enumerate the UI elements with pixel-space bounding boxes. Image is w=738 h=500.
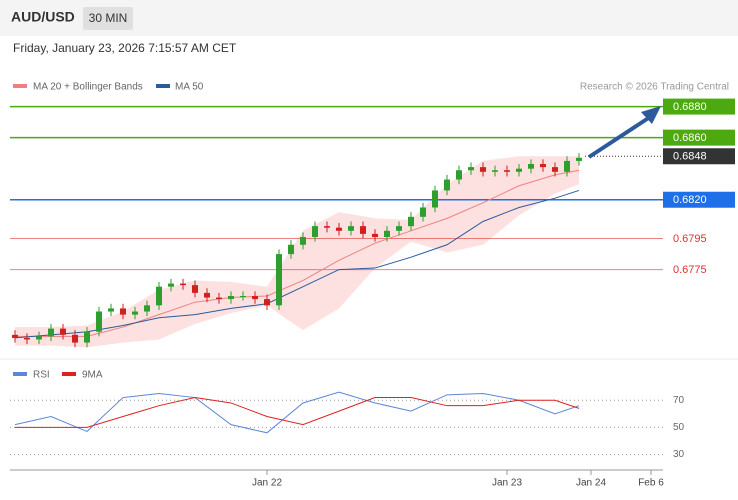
candle-body	[576, 157, 582, 161]
candle-body	[72, 334, 78, 343]
candle-body	[288, 244, 294, 255]
legend-label: MA 20 + Bollinger Bands	[33, 82, 143, 93]
candle-body	[444, 179, 450, 191]
candle-body	[336, 227, 342, 231]
candle-body	[36, 336, 42, 340]
candle-body	[240, 296, 246, 297]
candle-body	[228, 296, 234, 300]
candle-body	[324, 226, 330, 228]
legend-swatch	[62, 372, 76, 376]
candle-body	[12, 334, 18, 338]
candle-body	[312, 226, 318, 237]
candle-body	[132, 311, 138, 315]
candle-body	[60, 328, 66, 335]
candle-body	[216, 297, 222, 300]
candle-body	[192, 285, 198, 293]
candle-body	[48, 328, 54, 337]
candle-body	[204, 292, 210, 298]
legend-label: RSI	[33, 370, 50, 381]
credit: Research © 2026 Trading Central	[580, 82, 729, 93]
forecast-arrow	[587, 115, 652, 159]
x-tick-label: Feb 6	[638, 478, 664, 489]
candle-body	[504, 170, 510, 172]
timeframe-box[interactable]	[83, 7, 133, 30]
candle-body	[420, 207, 426, 217]
rsi-tick-label: 70	[673, 395, 685, 406]
candle-body	[552, 167, 558, 172]
candle-body	[144, 305, 150, 312]
candle-body	[252, 296, 258, 300]
symbol: AUD/USD	[11, 9, 75, 25]
candle-body	[264, 299, 270, 306]
level-label: 0.6820	[673, 194, 707, 206]
candle-body	[168, 283, 174, 287]
candle-body	[480, 167, 486, 172]
candle-body	[492, 170, 498, 172]
legend-label: 9MA	[82, 370, 103, 381]
candle-body	[24, 337, 30, 340]
candle-body	[372, 233, 378, 237]
candle-body	[564, 160, 570, 172]
timestamp: Friday, January 23, 2026 7:15:57 AM CET	[13, 41, 237, 55]
candle-body	[96, 311, 102, 332]
x-tick-label: Jan 22	[252, 478, 282, 489]
candle-body	[108, 308, 114, 312]
candle-body	[468, 167, 474, 171]
ma20-line	[15, 169, 580, 337]
candle-body	[360, 226, 366, 234]
level-label: 0.6795	[673, 233, 707, 245]
rsi-tick-label: 30	[673, 449, 685, 460]
level-label: 0.6860	[673, 132, 707, 144]
candle-body	[396, 226, 402, 231]
legend-label: MA 50	[175, 82, 204, 93]
legend-swatch	[156, 84, 170, 88]
candle-body	[180, 283, 186, 286]
timeframe[interactable]: 30 MIN	[89, 11, 128, 25]
candle-body	[300, 237, 306, 245]
legend-swatch	[13, 84, 27, 88]
level-label-box	[663, 129, 735, 146]
rsi-ma-line	[15, 397, 580, 428]
candle-body	[84, 331, 90, 343]
level-label-box	[663, 148, 735, 165]
x-tick-label: Jan 24	[576, 478, 606, 489]
rsi-line	[14, 391, 580, 434]
candle-body	[516, 168, 522, 172]
rsi-tick-label: 50	[673, 422, 685, 433]
candle-body	[456, 170, 462, 180]
x-tick-label: Jan 23	[492, 478, 522, 489]
arrow-head	[641, 106, 661, 124]
legend-swatch	[13, 372, 27, 376]
candle-body	[540, 164, 546, 168]
candle-body	[348, 226, 354, 231]
level-label: 0.6775	[673, 264, 707, 276]
level-label: 0.6848	[673, 151, 707, 163]
candle-body	[432, 190, 438, 208]
level-label-box	[663, 98, 735, 115]
candle-body	[156, 286, 162, 306]
candle-body	[384, 230, 390, 237]
ma50-line	[14, 189, 580, 339]
level-label: 0.6880	[673, 101, 707, 113]
candle-body	[120, 308, 126, 315]
candle-body	[276, 254, 282, 306]
candle-body	[528, 164, 534, 169]
level-label-box	[663, 191, 735, 208]
candle-body	[408, 216, 414, 227]
